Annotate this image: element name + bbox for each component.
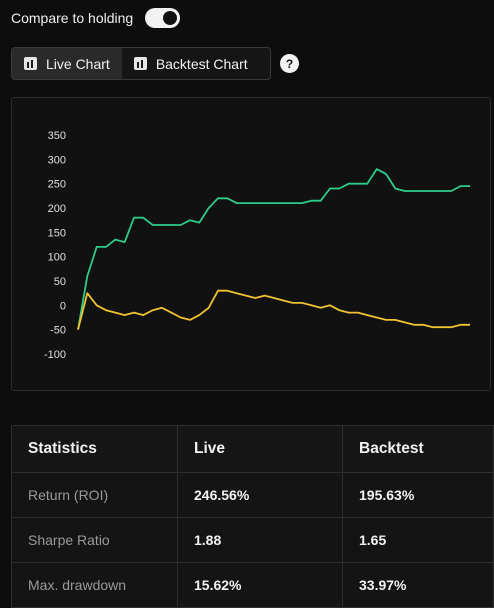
tab-live-chart[interactable]: Live Chart — [12, 48, 122, 79]
statistics-table: Statistics Live Backtest Return (ROI) 24… — [11, 425, 494, 608]
tab-live-chart-label: Live Chart — [46, 55, 110, 72]
y-tick-label: 250 — [48, 179, 66, 191]
row-label: Max. drawdown — [11, 562, 178, 608]
header-statistics: Statistics — [11, 425, 178, 473]
series-line-1 — [77, 289, 470, 330]
y-tick-label: 0 — [60, 300, 66, 312]
live-value: 1.88 — [177, 517, 343, 563]
y-tick-label: -100 — [44, 349, 66, 361]
table-header-row: Statistics Live Backtest — [11, 425, 494, 473]
live-value: 15.62% — [177, 562, 343, 608]
compare-to-holding-label: Compare to holding — [11, 10, 134, 26]
backtest-value: 33.97% — [342, 562, 494, 608]
tab-backtest-chart[interactable]: Backtest Chart — [122, 48, 260, 79]
backtest-value: 1.65 — [342, 517, 494, 563]
y-tick-label: 150 — [48, 227, 66, 239]
bar-chart-icon — [24, 57, 37, 70]
table-row: Sharpe Ratio 1.88 1.65 — [11, 517, 494, 563]
compare-to-holding-toggle[interactable] — [145, 8, 181, 28]
y-tick-label: 350 — [48, 130, 66, 142]
help-icon[interactable]: ? — [280, 54, 299, 73]
bar-chart-icon — [133, 57, 147, 70]
header-backtest: Backtest — [342, 425, 494, 473]
header-live: Live — [177, 425, 343, 473]
series-line-0 — [77, 168, 470, 330]
table-row: Return (ROI) 246.56% 195.63% — [11, 472, 494, 518]
line-chart: 350 300 250 200 150 100 50 0 -50 -100 — [44, 130, 470, 361]
tab-backtest-chart-label: Backtest Chart — [155, 55, 248, 72]
y-tick-label: 300 — [48, 154, 66, 166]
chart-panel: 350 300 250 200 150 100 50 0 -50 -100 — [11, 97, 491, 391]
row-label: Sharpe Ratio — [11, 517, 178, 563]
y-tick-label: 200 — [48, 203, 66, 215]
toggle-knob — [163, 11, 178, 25]
backtest-value: 195.63% — [342, 472, 494, 518]
y-tick-label: 100 — [48, 252, 66, 264]
chart-tabs: Live Chart Backtest Chart — [11, 47, 271, 80]
live-value: 246.56% — [177, 472, 343, 518]
y-tick-label: -50 — [50, 325, 66, 337]
row-label: Return (ROI) — [11, 472, 178, 518]
table-row: Max. drawdown 15.62% 33.97% — [11, 562, 494, 608]
y-tick-label: 50 — [54, 276, 66, 288]
compare-to-holding-row: Compare to holding — [11, 8, 181, 28]
